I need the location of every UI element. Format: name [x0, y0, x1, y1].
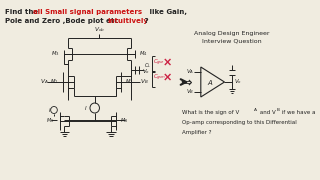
Text: A: A — [254, 108, 257, 112]
Text: $M_6$: $M_6$ — [46, 117, 54, 125]
Text: $C_L$: $C_L$ — [144, 62, 151, 70]
Text: like Gain,: like Gain, — [147, 9, 187, 15]
Text: $M_1$: $M_1$ — [50, 78, 59, 86]
Text: $V_o$: $V_o$ — [142, 68, 150, 76]
Text: and V: and V — [258, 110, 276, 115]
Text: What is the sign of V: What is the sign of V — [182, 110, 239, 115]
Text: all Small signal parameters: all Small signal parameters — [33, 9, 142, 15]
Text: Find the: Find the — [5, 9, 40, 15]
Text: Intuitively: Intuitively — [107, 18, 148, 24]
Text: if we have a: if we have a — [280, 110, 316, 115]
Text: $M_2$: $M_2$ — [125, 78, 133, 86]
Text: $A$: $A$ — [207, 78, 214, 87]
Text: $V_B$: $V_B$ — [186, 87, 194, 96]
Text: Op-amp corresponding to this Differential: Op-amp corresponding to this Differentia… — [182, 120, 297, 125]
Text: $V_A$: $V_A$ — [40, 78, 48, 86]
Text: $M_4$: $M_4$ — [139, 50, 148, 59]
Text: Interview Question: Interview Question — [202, 39, 262, 44]
Text: $C_{gsm}$: $C_{gsm}$ — [154, 73, 167, 83]
Text: $I$: $I$ — [48, 106, 51, 114]
Text: $V_A$: $V_A$ — [186, 68, 194, 76]
Text: Pole and Zero ,Bode plot etc: Pole and Zero ,Bode plot etc — [5, 18, 121, 24]
Text: $V_B$: $V_B$ — [140, 78, 149, 86]
Text: ?: ? — [142, 18, 149, 24]
Text: $M_8$: $M_8$ — [120, 117, 128, 125]
Text: $M_3$: $M_3$ — [51, 50, 60, 59]
Text: Amplifier ?: Amplifier ? — [182, 130, 212, 135]
Text: Analog Design Engineer: Analog Design Engineer — [194, 30, 270, 35]
Text: $V_o$: $V_o$ — [234, 78, 242, 86]
Text: $I$: $I$ — [84, 104, 87, 112]
Text: $C_{gse}$: $C_{gse}$ — [154, 58, 165, 68]
Text: $\Rightarrow$: $\Rightarrow$ — [178, 75, 194, 89]
Text: B: B — [276, 108, 280, 112]
Text: $V_{ob}$: $V_{ob}$ — [94, 26, 105, 34]
